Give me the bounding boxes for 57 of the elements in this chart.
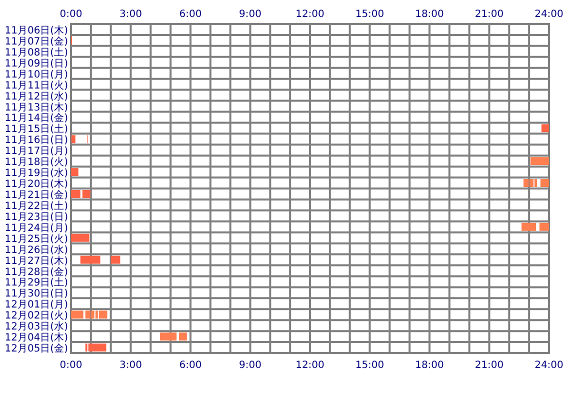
x-tick-label: 12:00 [296, 360, 324, 371]
y-tick-label: 11月13日(木) [4, 101, 68, 114]
y-tick-label: 11月26日(水) [4, 244, 68, 256]
x-tick-label: 18:00 [415, 360, 444, 371]
y-tick-label: 11月11日(火) [4, 79, 68, 92]
x2-tick-label: 21:00 [474, 9, 504, 20]
bar [541, 124, 549, 132]
y-tick-label: 11月08日(土) [4, 46, 68, 58]
y-tick-label: 11月07日(金) [4, 35, 68, 48]
y-tick-label: 12月03日(水) [4, 320, 68, 333]
y-tick-label: 11月28日(金) [4, 266, 68, 278]
x-tick-label: 9:00 [239, 360, 262, 371]
x2-tick-label: 3:00 [120, 9, 142, 20]
y-tick-label: 11月29日(土) [4, 276, 68, 289]
bar [540, 179, 549, 187]
x-tick-label: 24:00 [534, 360, 564, 371]
bar [98, 310, 108, 319]
y-tick-label: 11月20日(木) [4, 178, 68, 190]
y-tick-label: 11月17日(月) [4, 146, 68, 158]
y-tick-label: 11月22日(土) [4, 200, 68, 212]
x2-tick-label: 6:00 [179, 9, 202, 20]
y-tick-label: 11月15日(土) [4, 123, 68, 136]
x-tick-label: 3:00 [120, 360, 142, 371]
y-tick-label: 12月05日(金) [4, 342, 68, 355]
x-tick-label: 15:00 [355, 360, 384, 371]
x2-tick-label: 12:00 [296, 9, 324, 20]
y-tick-label: 11月16日(日) [4, 135, 68, 146]
y-tick-label: 11月10日(月) [4, 69, 68, 80]
x-tick-label: 0:00 [60, 360, 82, 371]
x-tick-label: 6:00 [179, 360, 202, 371]
y-tick-label: 11月23日(日) [4, 212, 68, 223]
y-tick-label: 11月30日(日) [4, 288, 68, 300]
y-tick-label: 11月12日(水) [4, 90, 68, 102]
y-tick-label: 11月27日(木) [4, 254, 68, 267]
y-tick-label: 12月02日(火) [4, 310, 68, 322]
y-tick-label: 11月19日(水) [4, 167, 68, 180]
y-tick-label: 11月06日(木) [4, 24, 68, 36]
y-tick-label: 11月24日(月) [4, 222, 68, 234]
y-tick-label: 11月18日(火) [4, 156, 68, 168]
x2-tick-label: 24:00 [534, 9, 564, 20]
y-tick-label: 11月14日(金) [4, 112, 68, 124]
y-tick-label: 11月09日(日) [4, 58, 68, 70]
y-tick-label: 12月01日(月) [4, 300, 68, 311]
y-tick-label: 12月04日(木) [4, 332, 68, 344]
x2-tick-label: 0:00 [60, 9, 82, 20]
bar [80, 256, 100, 264]
x2-tick-label: 18:00 [415, 9, 444, 20]
bar [71, 168, 78, 176]
bar [539, 222, 549, 231]
x-tick-label: 21:00 [474, 360, 504, 371]
bar [71, 135, 76, 144]
bar [71, 190, 80, 198]
bar [71, 234, 90, 242]
y-tick-label: 11月25日(火) [4, 232, 68, 245]
y-tick-label: 11月21日(金) [4, 188, 68, 201]
x2-tick-label: 15:00 [355, 9, 384, 20]
x2-tick-label: 9:00 [239, 9, 262, 20]
